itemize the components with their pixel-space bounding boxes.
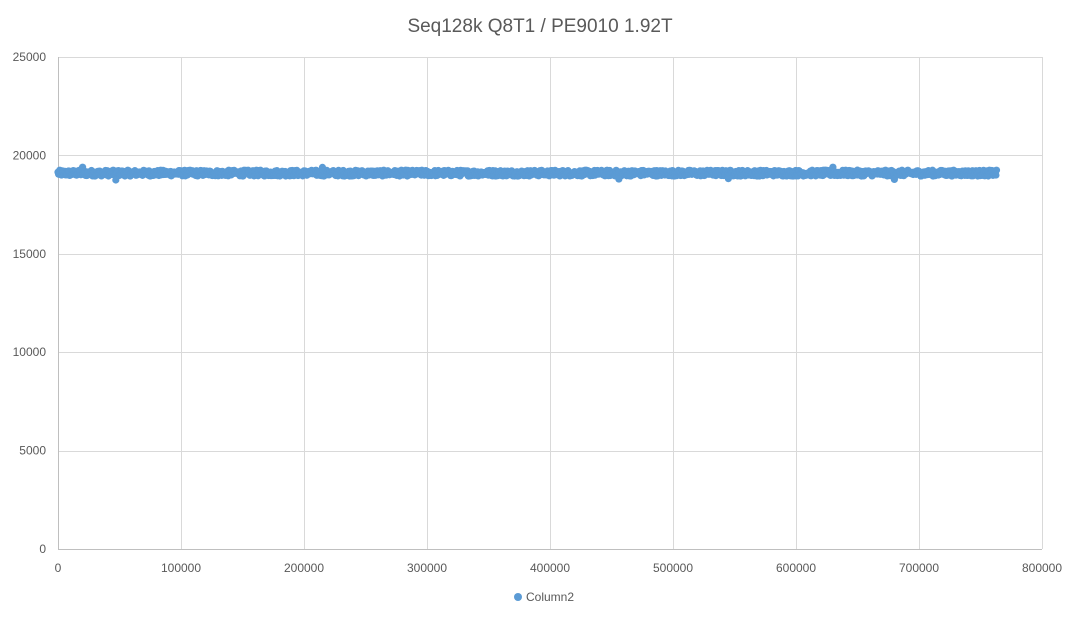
y-tick-label-5: 25000 bbox=[13, 50, 47, 64]
x-tick-label-3: 300000 bbox=[407, 561, 447, 575]
data-points bbox=[54, 163, 1001, 184]
legend: Column2 bbox=[514, 590, 574, 604]
y-tick-label-1: 5000 bbox=[19, 444, 46, 458]
y-tick-label-2: 10000 bbox=[13, 345, 47, 359]
data-point bbox=[615, 175, 623, 183]
data-point bbox=[79, 163, 87, 171]
tick-labels: 0 5000 10000 15000 20000 25000 0 100000 200000 30… bbox=[13, 50, 1063, 575]
x-tick-label-5: 500000 bbox=[653, 561, 693, 575]
chart-title: Seq128k Q8T1 / PE9010 1.92T bbox=[407, 16, 673, 37]
y-tick-label-3: 15000 bbox=[13, 247, 47, 261]
data-point bbox=[112, 176, 120, 184]
y-tick-label-4: 20000 bbox=[13, 148, 47, 162]
x-tick-label-1: 100000 bbox=[161, 561, 201, 575]
data-point bbox=[890, 175, 899, 184]
data-point bbox=[724, 175, 732, 183]
legend-label-0: Column2 bbox=[526, 590, 574, 604]
y-tick-label-0: 0 bbox=[39, 542, 46, 556]
x-tick-label-6: 600000 bbox=[776, 561, 816, 575]
x-tick-label-2: 200000 bbox=[284, 561, 324, 575]
data-point bbox=[318, 163, 327, 171]
x-tick-label-4: 400000 bbox=[530, 561, 570, 575]
grid-lines bbox=[58, 57, 1043, 549]
data-point bbox=[829, 163, 837, 171]
x-tick-label-8: 800000 bbox=[1022, 561, 1062, 575]
legend-marker-0 bbox=[514, 593, 522, 601]
axes bbox=[58, 57, 1042, 550]
x-tick-label-0: 0 bbox=[55, 561, 62, 575]
x-tick-label-7: 700000 bbox=[899, 561, 939, 575]
data-point bbox=[992, 166, 1001, 174]
